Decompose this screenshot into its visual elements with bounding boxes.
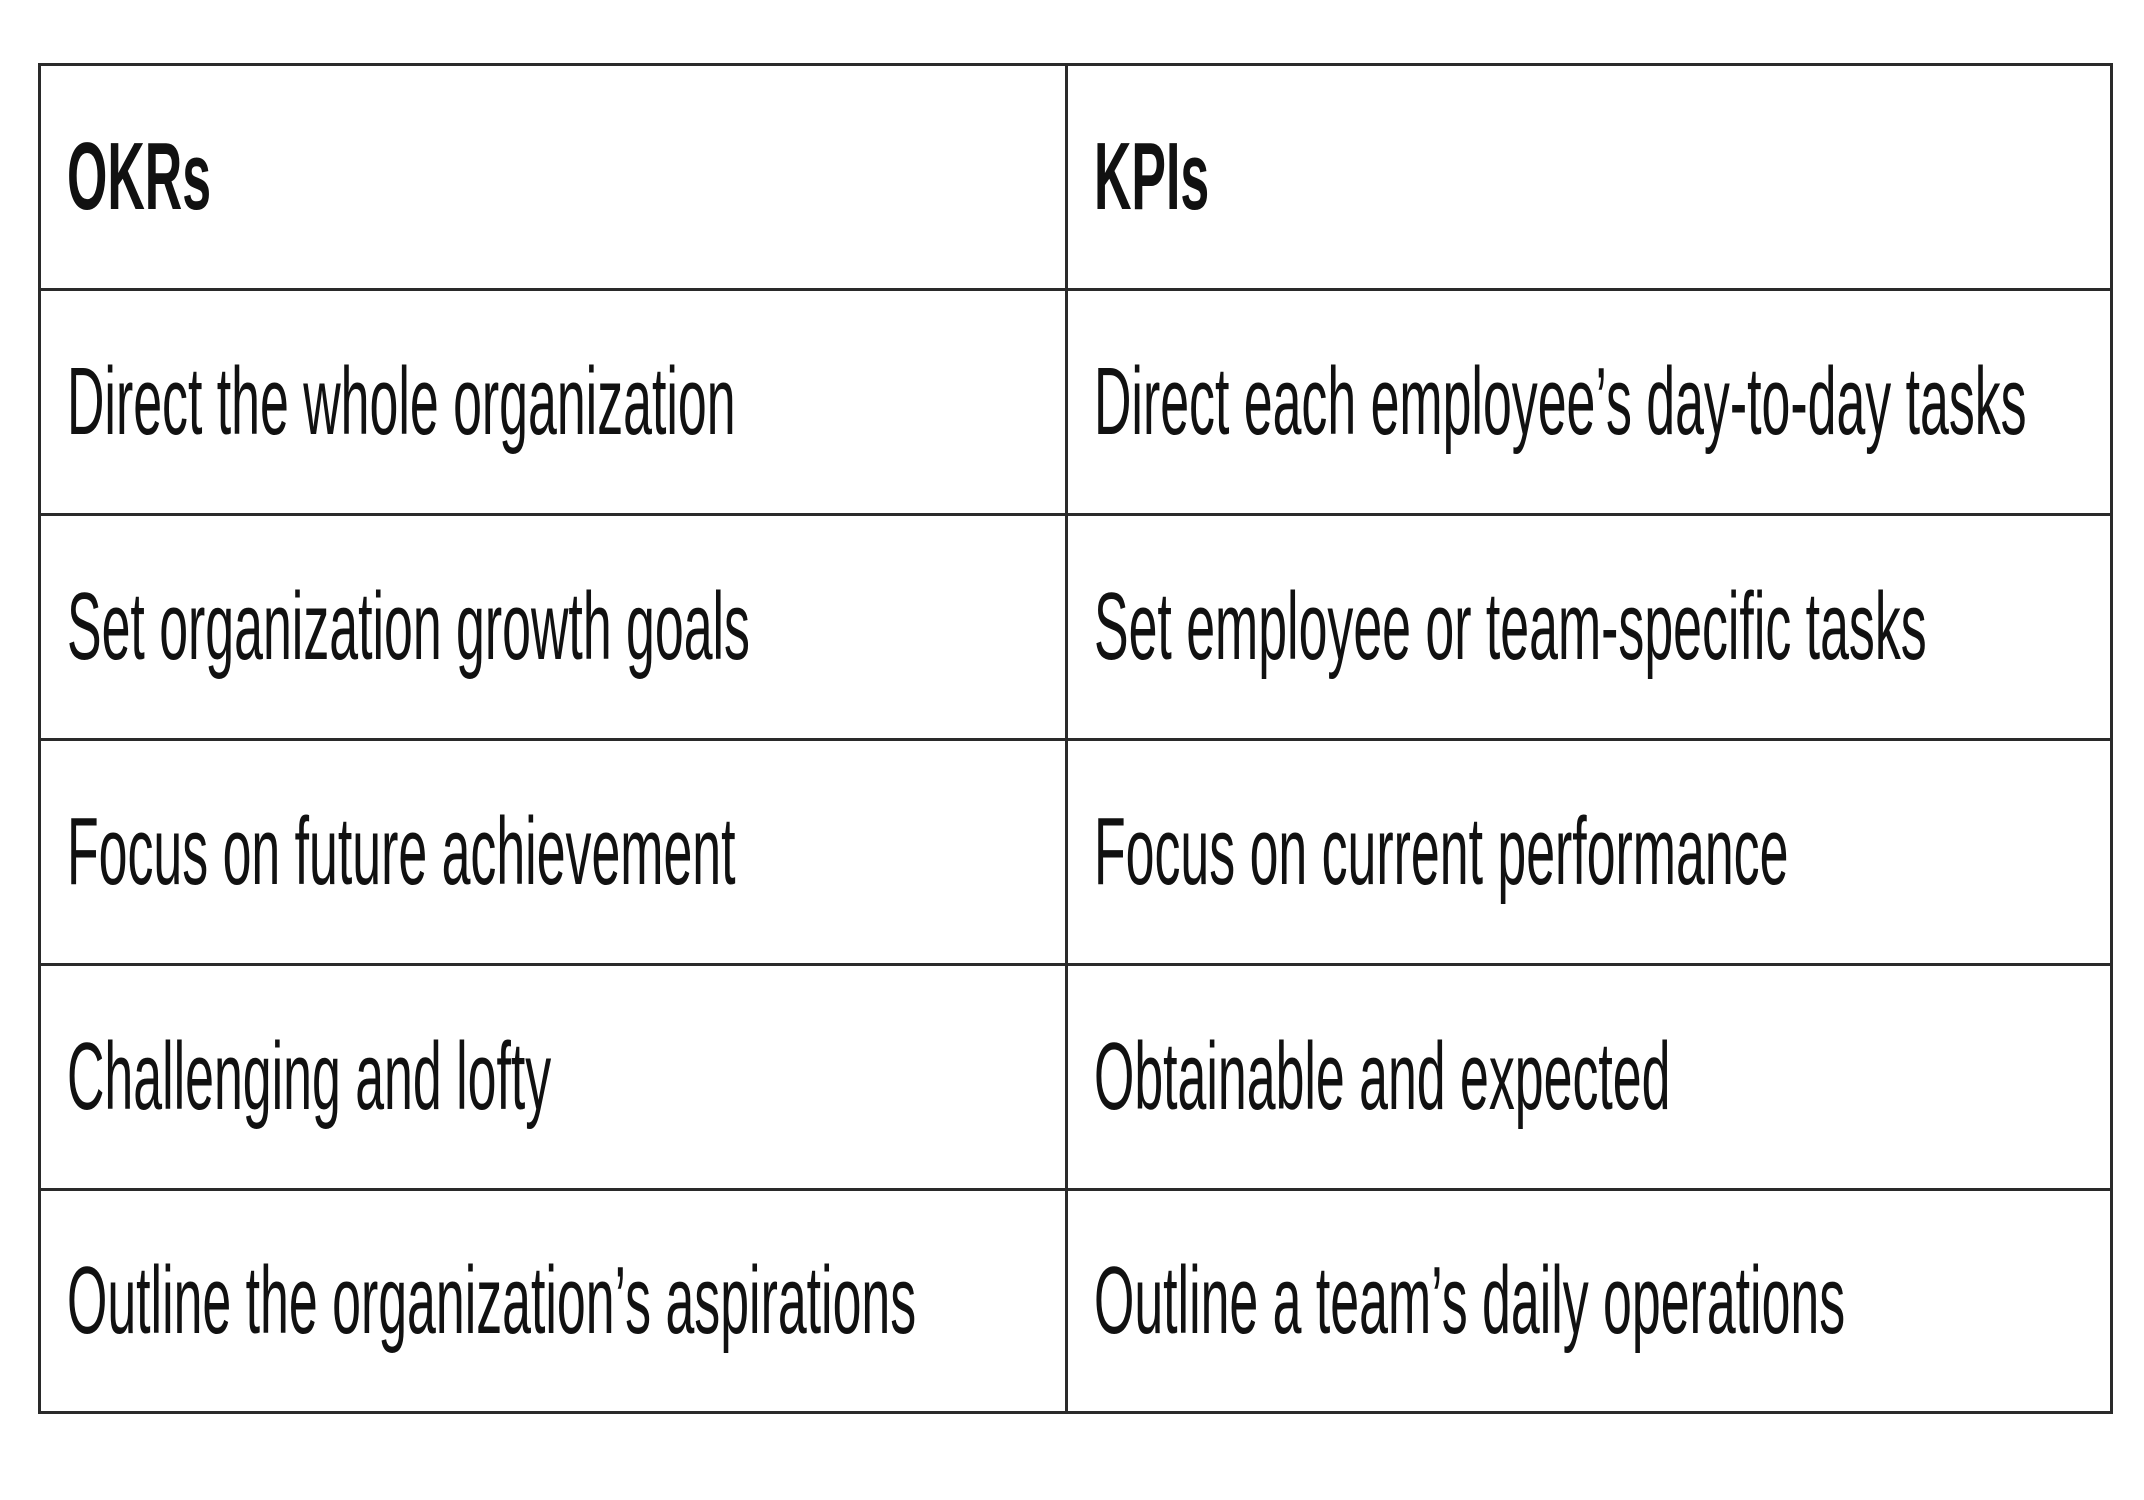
cell-text: Set employee or team-specific tasks [1094,573,1927,680]
cell-text: Focus on future achievement [67,798,736,905]
kpi-cell: Direct each employee’s day-to-day tasks [1065,288,2113,516]
header-row: OKRs KPIs [38,63,2113,291]
okr-cell: Direct the whole organization [38,288,1068,516]
table-row: Challenging and lofty Obtainable and exp… [38,963,2113,1191]
cell-text: Direct the whole organization [67,348,736,455]
kpi-cell: Outline a team’s daily operations [1065,1188,2113,1414]
kpi-cell: Focus on current performance [1065,738,2113,966]
table-row: Focus on future achievement Focus on cur… [38,738,2113,966]
okr-cell: Outline the organization’s aspirations [38,1188,1068,1414]
cell-text: Challenging and lofty [67,1023,552,1130]
cell-text: Set organization growth goals [67,573,750,680]
header-kpis: KPIs [1065,63,2113,291]
cell-text: Focus on current performance [1094,798,1789,905]
header-kpis-text: KPIs [1094,123,1210,230]
okr-vs-kpi-table: OKRs KPIs Direct the whole organization … [38,63,2113,1414]
kpi-cell: Obtainable and expected [1065,963,2113,1191]
okr-cell: Set organization growth goals [38,513,1068,741]
header-okrs-text: OKRs [67,123,212,230]
table-row: Outline the organization’s aspirations O… [38,1188,2113,1414]
table-row: Direct the whole organization Direct eac… [38,288,2113,516]
table-row: Set organization growth goals Set employ… [38,513,2113,741]
header-okrs: OKRs [38,63,1068,291]
cell-text: Direct each employee’s day-to-day tasks [1094,348,2027,455]
cell-text: Outline the organization’s aspirations [67,1247,917,1354]
kpi-cell: Set employee or team-specific tasks [1065,513,2113,741]
cell-text: Outline a team’s daily operations [1094,1247,1846,1354]
cell-text: Obtainable and expected [1094,1023,1671,1130]
okr-cell: Focus on future achievement [38,738,1068,966]
okr-cell: Challenging and lofty [38,963,1068,1191]
